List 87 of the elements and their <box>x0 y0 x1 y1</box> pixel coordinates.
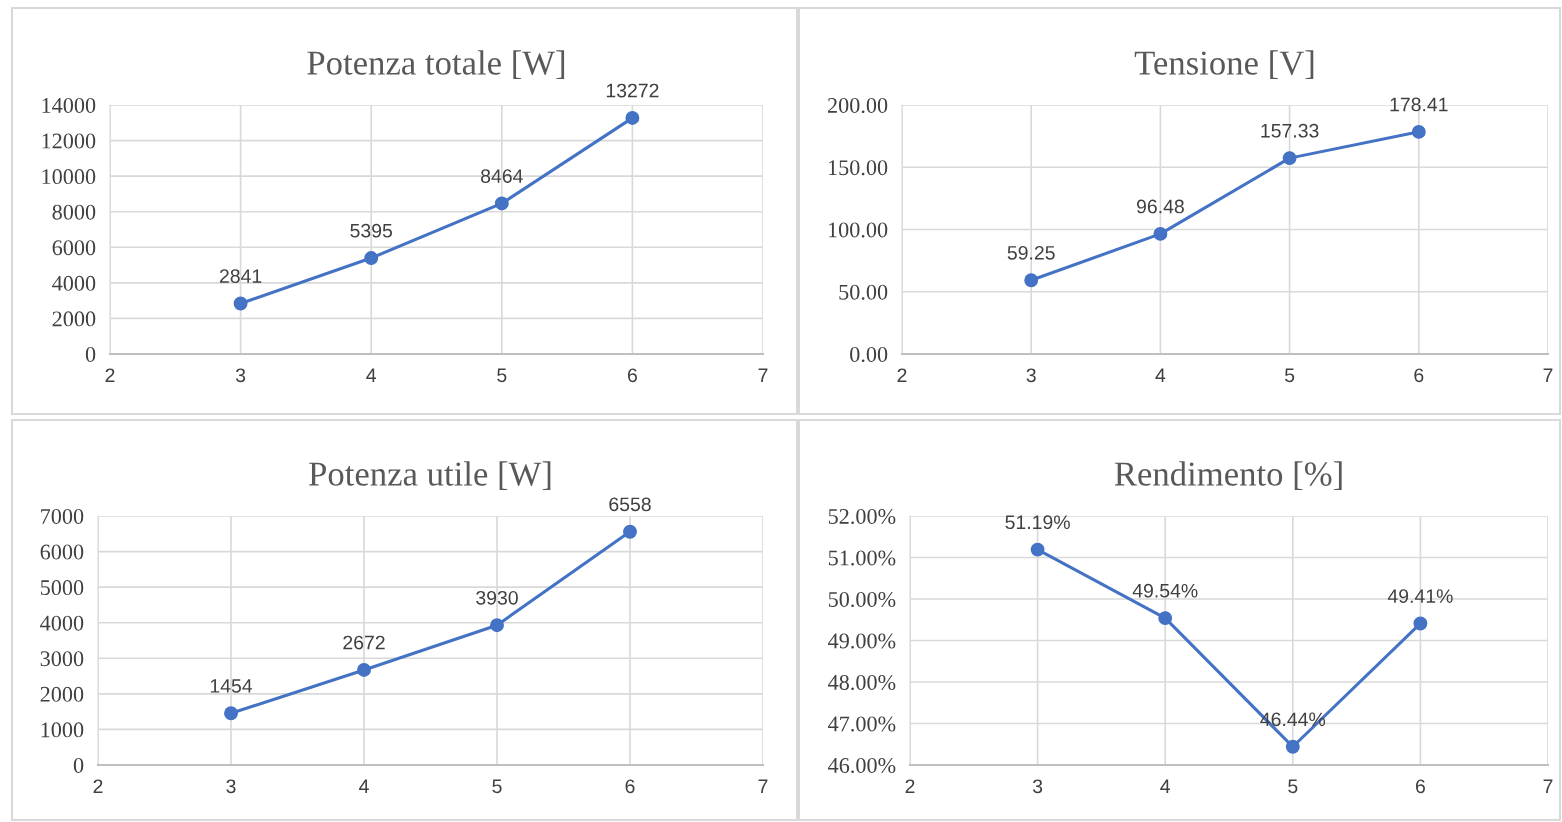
point <box>364 251 379 265</box>
data-label: 3930 <box>476 590 518 605</box>
point <box>1030 542 1045 557</box>
x-tick-label: 3 <box>1032 779 1043 794</box>
x-tick-label: 4 <box>1160 779 1171 793</box>
point <box>1411 124 1426 139</box>
x-tick-label: 2 <box>905 779 915 793</box>
y-tick-label: 150.00 <box>828 160 888 176</box>
data-label: 157.33 <box>1261 123 1319 138</box>
x-tick-label: 6 <box>625 779 635 794</box>
y-tick-label: 4000 <box>52 275 96 291</box>
data-label: 96.48 <box>1136 199 1184 214</box>
data-label: 51.19% <box>1005 515 1070 530</box>
data-label: 2841 <box>219 269 262 283</box>
x-tick-label: 6 <box>1414 368 1424 383</box>
y-tick-label: 8000 <box>52 204 96 220</box>
x-tick-label: 5 <box>1288 779 1298 794</box>
chart-title: Rendimento [%] <box>1114 461 1342 491</box>
x-tick-label: 6 <box>1415 779 1425 794</box>
data-label: 13272 <box>606 83 659 98</box>
data-label: 5395 <box>350 223 393 238</box>
data-label: 178.41 <box>1390 97 1448 112</box>
point <box>1285 739 1300 754</box>
x-tick-label: 5 <box>492 779 502 794</box>
x-tick-label: 3 <box>235 368 246 383</box>
x-tick-label: 4 <box>1155 368 1166 382</box>
data-label: 8464 <box>481 169 523 183</box>
data-label: 49.41% <box>1387 589 1453 603</box>
point <box>357 663 371 677</box>
point <box>1413 616 1428 631</box>
x-tick-label: 6 <box>627 368 637 383</box>
y-tick-label: 12000 <box>42 133 96 149</box>
x-tick-label: 7 <box>758 779 768 793</box>
x-tick-label: 5 <box>1284 368 1295 383</box>
x-tick-label: 2 <box>105 368 115 382</box>
point <box>625 111 640 125</box>
x-tick-label: 2 <box>93 779 103 793</box>
y-tick-label: 5000 <box>40 580 84 596</box>
y-tick-label: 50.00% <box>828 591 896 608</box>
y-tick-label: 0 <box>73 757 84 773</box>
point <box>1153 226 1168 241</box>
y-tick-label: 4000 <box>40 615 84 631</box>
chart-title: Potenza utile [W] <box>309 461 551 491</box>
y-tick-label: 10000 <box>42 169 96 185</box>
x-tick-label: 7 <box>1543 368 1553 382</box>
data-label: 59.25 <box>1007 245 1055 260</box>
y-tick-label: 47.00% <box>828 716 896 732</box>
chart-title: Tensione [V] <box>1134 50 1314 80</box>
y-tick-label: 3000 <box>40 651 84 667</box>
point <box>494 196 509 211</box>
data-label: 1454 <box>210 679 253 693</box>
data-label: 2672 <box>343 635 385 650</box>
x-tick-label: 3 <box>226 779 236 794</box>
point <box>623 524 637 539</box>
y-tick-label: 52.00% <box>828 508 896 525</box>
y-tick-label: 2000 <box>52 311 96 327</box>
x-tick-label: 3 <box>1026 368 1036 383</box>
y-tick-label: 1000 <box>41 722 84 738</box>
point <box>224 706 238 721</box>
point <box>1024 273 1039 288</box>
point <box>1158 611 1173 626</box>
x-tick-label: 5 <box>497 368 507 383</box>
y-tick-label: 200.00 <box>827 97 888 114</box>
x-tick-label: 7 <box>758 368 768 382</box>
x-tick-label: 2 <box>897 368 907 382</box>
point <box>1282 151 1297 166</box>
point <box>233 296 248 311</box>
x-tick-label: 4 <box>359 779 369 793</box>
point <box>490 618 504 633</box>
data-label: 6558 <box>609 497 651 512</box>
y-tick-label: 51.00% <box>828 550 896 566</box>
y-tick-label: 6000 <box>52 240 96 256</box>
x-tick-label: 4 <box>366 368 377 382</box>
chart-title: Potenza totale [W] <box>307 50 565 80</box>
y-tick-label: 2000 <box>40 686 84 702</box>
y-tick-label: 100.00 <box>828 222 888 238</box>
y-tick-label: 50.00 <box>839 284 888 300</box>
y-tick-label: 46.00% <box>828 757 896 774</box>
x-tick-label: 7 <box>1543 779 1553 793</box>
y-tick-label: 6000 <box>40 544 84 560</box>
y-tick-label: 0 <box>85 346 96 362</box>
y-tick-label: 48.00% <box>828 674 896 691</box>
data-label: 49.54% <box>1132 583 1198 598</box>
y-tick-label: 49.00% <box>828 633 896 649</box>
y-tick-label: 7000 <box>41 508 84 524</box>
y-tick-label: 0.00 <box>850 346 888 363</box>
y-tick-label: 14000 <box>42 97 96 113</box>
